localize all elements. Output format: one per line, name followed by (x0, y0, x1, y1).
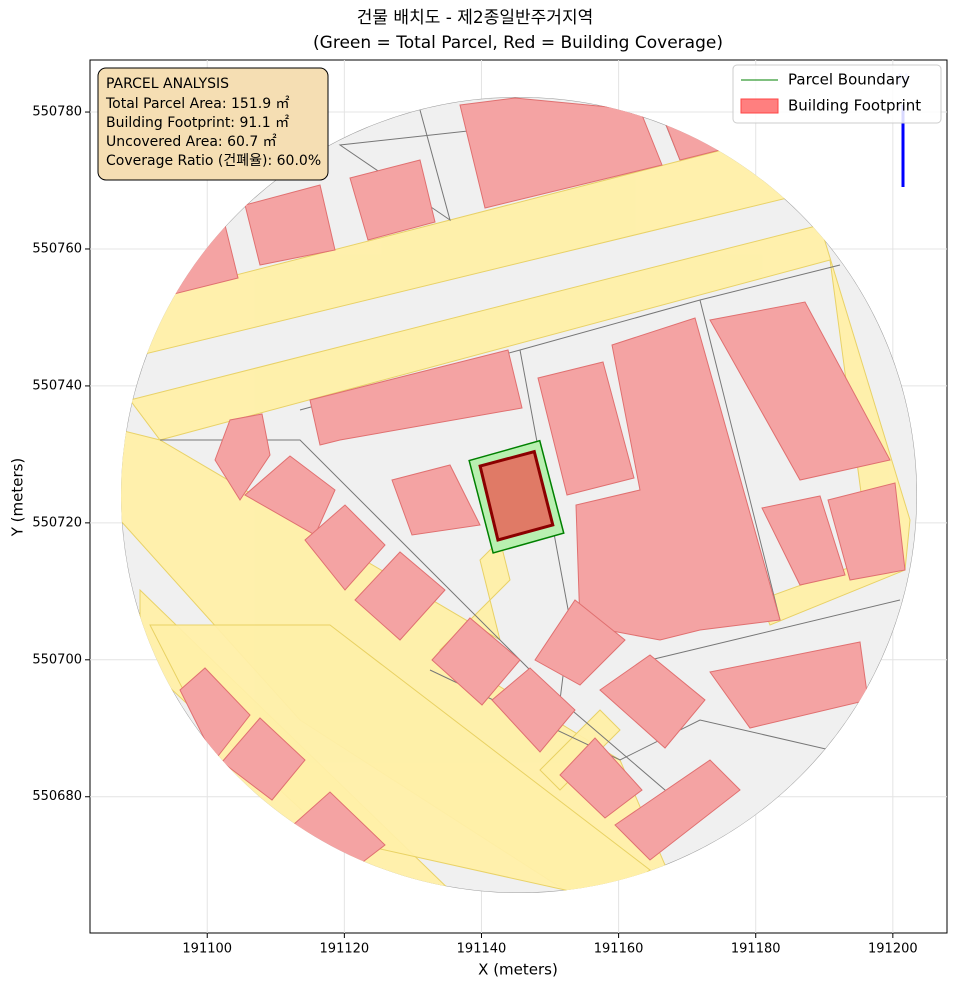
annotation-line: Uncovered Area: 60.7 ㎡ (106, 134, 277, 150)
marks (468, 439, 565, 554)
building (559, 737, 643, 819)
annotation-line: Coverage Ratio (건폐율): 60.0% (106, 153, 321, 169)
building (214, 413, 271, 501)
building-polygon (478, 449, 555, 542)
y-tick-label: 550780 (32, 105, 82, 120)
y-tick-label: 550760 (32, 241, 82, 256)
y-axis-label: Y (meters) (9, 458, 27, 538)
annotation-line: Building Footprint: 91.1 ㎡ (106, 115, 289, 131)
annotation-frame (97, 67, 329, 181)
chart-subtitle: (Green = Total Parcel, Red = Building Co… (313, 33, 723, 53)
legend-label: Parcel Boundary (788, 71, 910, 89)
legend-frame (732, 64, 942, 124)
y-tick-label: 550740 (32, 378, 82, 393)
chart-title: 건물 배치도 - 제2종일반주거지역 (357, 8, 593, 28)
building (354, 551, 446, 641)
x-tick-label: 191200 (868, 942, 918, 957)
building (391, 464, 481, 536)
parcel-line (699, 299, 781, 621)
x-tick-label: 191120 (320, 942, 370, 957)
building (244, 455, 336, 536)
building (709, 301, 891, 481)
building (431, 617, 521, 706)
building (534, 599, 626, 686)
building (614, 759, 741, 861)
y-tick-label: 550700 (32, 652, 82, 667)
legend-swatch (740, 98, 779, 114)
legend-label: Building Footprint (788, 97, 921, 115)
y-tick-label: 550720 (32, 515, 82, 530)
building (349, 159, 436, 241)
building (309, 349, 523, 446)
annotation-title: PARCEL ANALYSIS (106, 76, 229, 92)
building (599, 654, 706, 749)
building (179, 667, 251, 761)
building (459, 97, 663, 209)
annotation-line: Total Parcel Area: 151.9 ㎡ (105, 96, 290, 112)
x-axis-label: X (meters) (478, 961, 558, 979)
y-tick-label: 550680 (32, 789, 82, 804)
building (491, 667, 576, 753)
x-tick-label: 191160 (594, 942, 644, 957)
legend: Parcel Boundary Building Footprint (732, 64, 942, 124)
building (827, 482, 906, 581)
building (304, 504, 386, 591)
building (761, 495, 846, 586)
road (539, 709, 621, 791)
building (575, 317, 781, 641)
annotation-box: PARCEL ANALYSIS Total Parcel Area: 151.9… (97, 67, 329, 181)
building (537, 361, 635, 496)
building (244, 184, 336, 266)
building (221, 717, 306, 801)
parcel-line (649, 599, 901, 661)
x-tick-label: 191180 (731, 942, 781, 957)
x-tick-label: 191140 (457, 942, 507, 957)
x-tick-label: 191100 (182, 942, 232, 957)
